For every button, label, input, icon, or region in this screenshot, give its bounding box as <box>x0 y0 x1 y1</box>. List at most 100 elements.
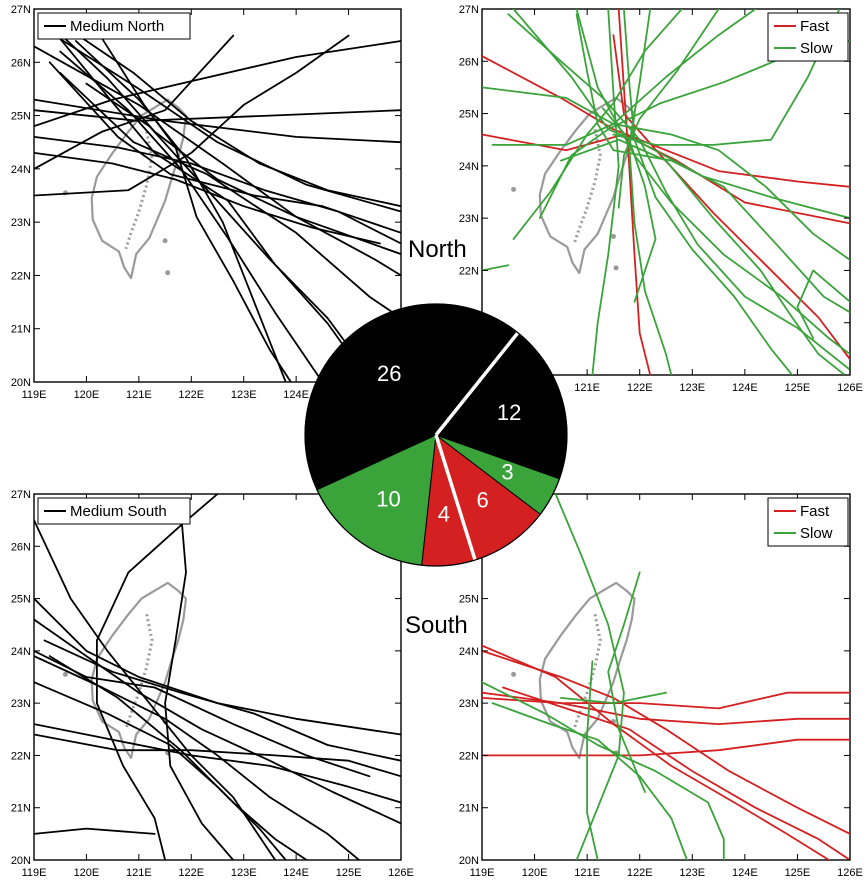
lon-tick-label: 120E <box>522 867 548 879</box>
lat-tick-label: 21N <box>11 803 31 815</box>
lon-tick-label: 124E <box>283 867 309 879</box>
lon-tick-label: 125E <box>336 867 362 879</box>
lat-tick-label: 24N <box>459 161 479 173</box>
pie-slice-label: 6 <box>477 487 489 512</box>
lon-tick-label: 124E <box>732 382 758 394</box>
lat-tick-label: 23N <box>11 217 31 229</box>
taiwan-mountains <box>572 129 602 245</box>
lat-tick-label: 20N <box>11 377 31 389</box>
lat-tick-label: 22N <box>11 750 31 762</box>
typhoon-track-medium <box>34 681 287 860</box>
lon-tick-label: 126E <box>388 867 414 879</box>
taiwan-coastline <box>90 581 188 760</box>
lon-tick-label: 121E <box>574 382 600 394</box>
lon-tick-label: 122E <box>178 867 204 879</box>
typhoon-track-medium <box>34 109 401 122</box>
legend: Fast Slow <box>767 12 849 62</box>
lon-tick-label: 122E <box>627 382 653 394</box>
typhoon-track-medium <box>43 639 401 762</box>
typhoon-track-slow <box>560 691 667 704</box>
typhoon-track-medium <box>34 519 277 860</box>
lon-tick-label: 124E <box>732 867 758 879</box>
typhoon-track-slow <box>554 494 625 860</box>
lat-tick-label: 26N <box>459 56 479 68</box>
typhoon-track-slow <box>796 269 850 340</box>
pie-chart: 26 10 4 63 12 <box>304 303 568 567</box>
lat-tick-label: 23N <box>459 213 479 225</box>
typhoon-track-slow <box>575 9 850 355</box>
lon-tick-label: 124E <box>283 389 309 401</box>
lon-tick-label: 119E <box>22 389 47 401</box>
lon-tick-label: 121E <box>126 867 152 879</box>
taiwan-coastline <box>538 581 636 760</box>
typhoon-track-medium <box>34 45 401 255</box>
lon-tick-label: 123E <box>679 382 705 394</box>
typhoon-track-slow <box>628 9 673 375</box>
typhoon-track-slow <box>491 9 757 146</box>
lon-tick-label: 120E <box>74 389 100 401</box>
lon-tick-label: 120E <box>74 867 100 879</box>
typhoon-track-slow <box>560 138 846 375</box>
region-label-north: North <box>406 236 469 264</box>
lat-tick-label: 25N <box>11 594 31 606</box>
typhoon-track-slow <box>507 13 850 371</box>
typhoon-track-medium <box>34 597 401 736</box>
map-panel-north-fast-slow: 119E120E121E122E123E124E125E126E20N21N22… <box>459 4 863 394</box>
map-panel-south-medium: 119E 120E 121E 122E 123E 124E 125E 126E 20N 21N 22… <box>11 489 414 879</box>
lon-tick-label: 123E <box>679 867 705 879</box>
pie-slice-label: 10 <box>376 487 400 512</box>
typhoon-track-slow <box>482 86 850 261</box>
typhoon-track-fast <box>482 650 850 835</box>
typhoon-track-medium <box>38 13 401 277</box>
typhoon-track-slow <box>617 9 720 209</box>
legend-label-slow: Slow <box>800 40 833 57</box>
legend-label-medium: Medium North <box>70 18 164 35</box>
legend-label-fast: Fast <box>800 503 830 520</box>
typhoon-track-slow <box>612 9 841 146</box>
legend: Fast Slow <box>767 497 849 547</box>
lat-tick-label: 22N <box>459 750 479 762</box>
plot-frame <box>481 493 851 861</box>
lat-tick-label: 23N <box>11 698 31 710</box>
pie-slice-label: 3 <box>501 459 513 484</box>
island <box>165 270 171 276</box>
lat-tick-label: 27N <box>459 4 479 16</box>
typhoon-track-medium <box>34 40 401 128</box>
lat-tick-label: 20N <box>459 855 479 867</box>
lat-tick-label: 21N <box>459 803 479 815</box>
typhoon-track-medium <box>34 827 156 835</box>
typhoon-track-slow <box>623 9 794 375</box>
map-panel-south-fast-slow: 119E 120E 121E 122E 123E 124E 125E 126E 20N 21N 22… <box>459 489 863 879</box>
lat-tick-label: 27N <box>11 4 31 16</box>
map-panel-north-medium: 119E120E121E122E123E124E125E126E20N21N22… <box>11 4 414 401</box>
pie-region-divider <box>434 434 477 561</box>
typhoon-track-medium <box>48 655 308 860</box>
typhoon-track-medium <box>59 72 401 319</box>
typhoon-track-slow <box>591 9 620 375</box>
island <box>511 186 517 192</box>
lat-tick-label: 25N <box>459 594 479 606</box>
typhoon-track-medium <box>34 136 401 245</box>
lon-tick-label: 126E <box>837 867 863 879</box>
taiwan-coastline <box>90 98 188 280</box>
lat-tick-label: 22N <box>459 265 479 277</box>
typhoon-track-medium <box>69 29 401 208</box>
typhoon-track-medium <box>96 494 219 860</box>
lat-tick-label: 21N <box>11 324 31 336</box>
typhoon-track-slow <box>482 264 510 272</box>
lat-tick-label: 22N <box>11 270 31 282</box>
plot-frame <box>33 493 402 861</box>
typhoon-track-fast <box>482 133 850 225</box>
island <box>511 671 517 677</box>
typhoon-track-medium <box>96 29 292 382</box>
typhoon-track-slow <box>512 9 850 219</box>
typhoon-track-slow <box>607 571 646 793</box>
lon-tick-label: 122E <box>178 389 204 401</box>
lat-tick-label: 24N <box>459 646 479 658</box>
lat-tick-label: 27N <box>11 489 31 501</box>
lon-tick-label: 125E <box>785 867 811 879</box>
typhoon-track-medium <box>34 34 235 170</box>
lon-tick-label: 123E <box>231 867 257 879</box>
lon-tick-label: 119E <box>470 867 495 879</box>
lon-tick-label: 122E <box>627 867 653 879</box>
